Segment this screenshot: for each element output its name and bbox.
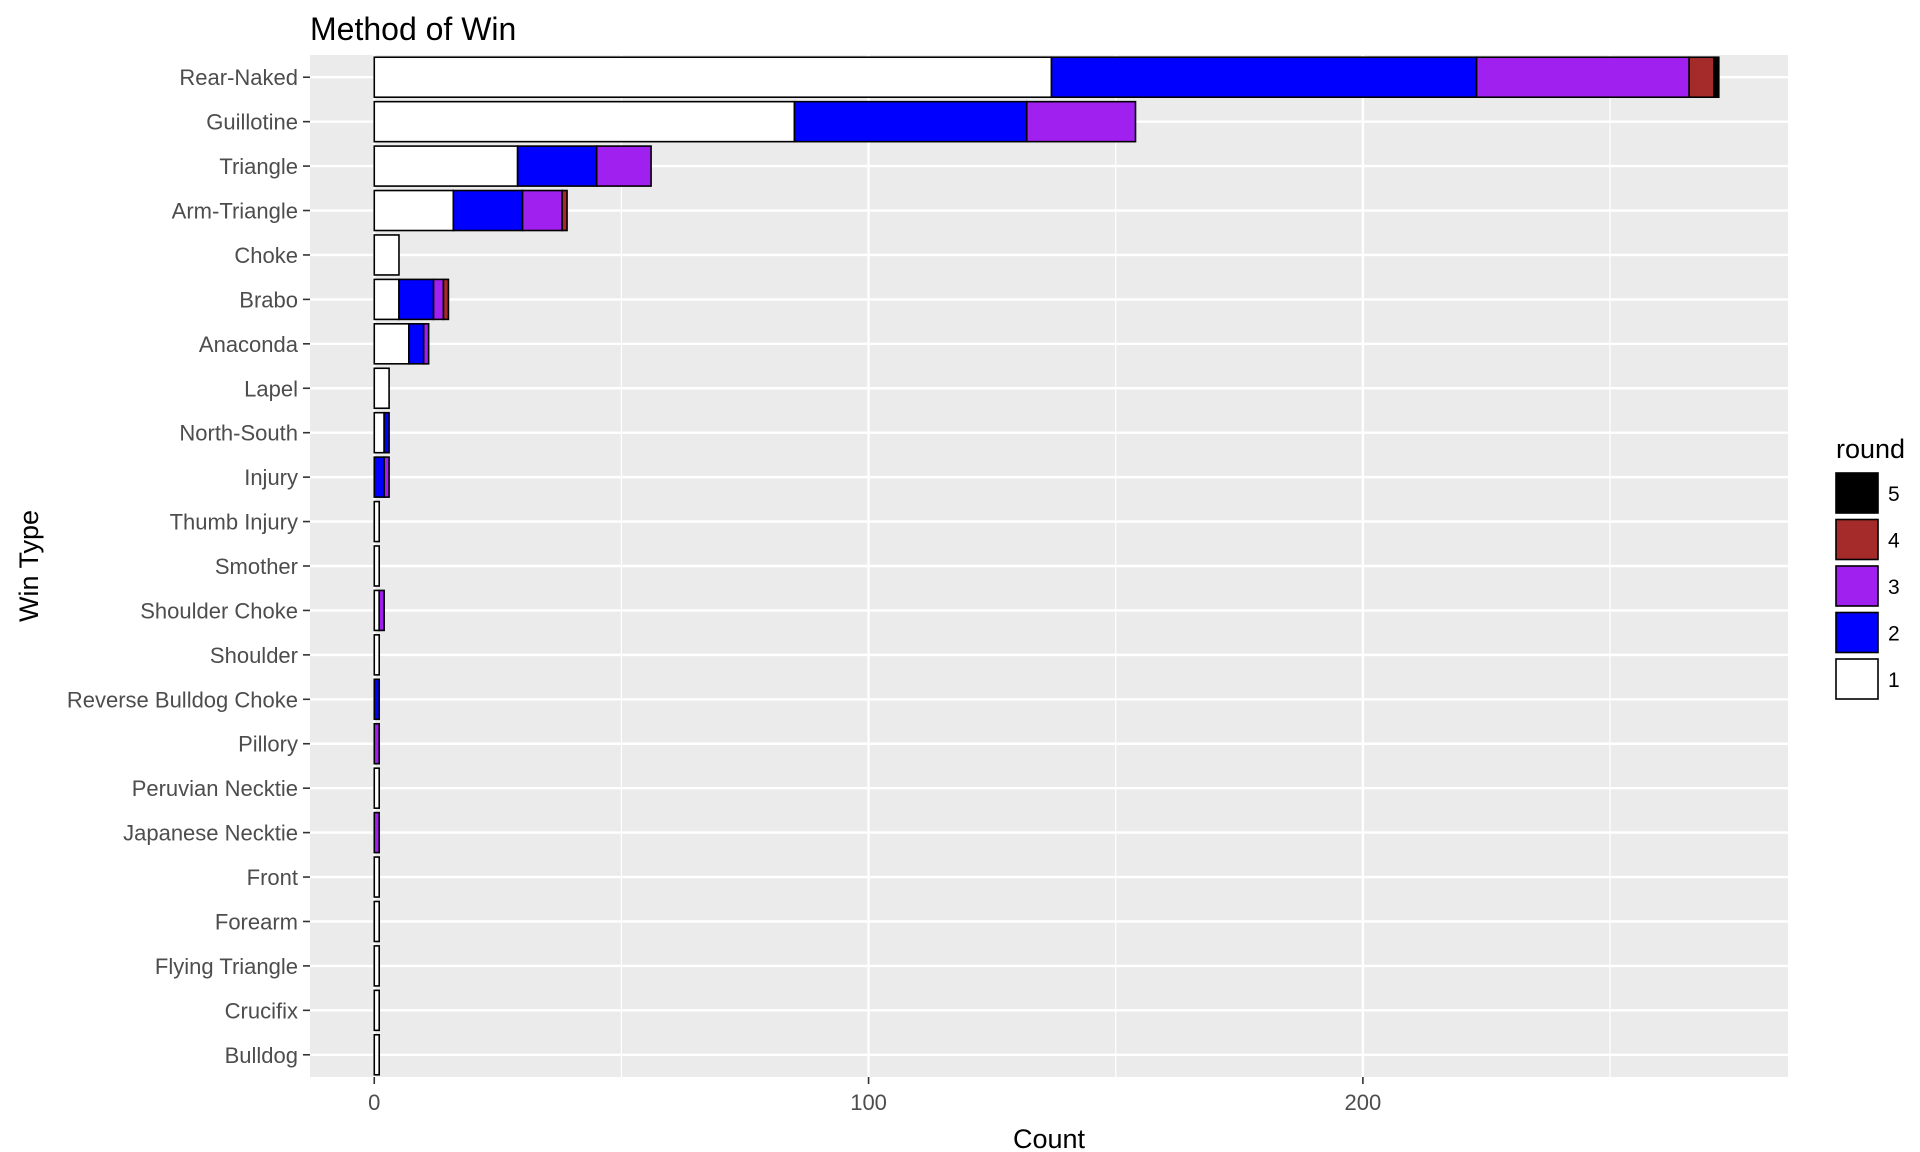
bar-segment bbox=[373, 634, 381, 676]
bar-segment bbox=[373, 1033, 381, 1076]
x-tick-label: 100 bbox=[850, 1090, 887, 1115]
legend-key-round-4 bbox=[1835, 518, 1879, 561]
bar-segment bbox=[1688, 56, 1715, 99]
legend-key-round-3 bbox=[1835, 565, 1879, 607]
y-tick-label: Forearm bbox=[215, 909, 298, 934]
bar-segment bbox=[408, 323, 425, 365]
y-tick-label: North-South bbox=[179, 421, 298, 446]
y-tick-label: Japanese Necktie bbox=[123, 821, 298, 846]
bar-segment bbox=[595, 145, 652, 187]
x-tick-label: 0 bbox=[368, 1090, 380, 1115]
bar-segment bbox=[452, 189, 524, 232]
legend-key-round-2 bbox=[1835, 611, 1879, 654]
bar-segment bbox=[373, 500, 381, 543]
bar-segment bbox=[373, 545, 381, 587]
bar-segment bbox=[373, 411, 385, 454]
bar-segment bbox=[373, 856, 381, 898]
y-tick-label: Bulldog bbox=[225, 1043, 298, 1068]
legend-key-round-5 bbox=[1835, 472, 1879, 514]
x-tick-label: 200 bbox=[1345, 1090, 1382, 1115]
y-tick-label: Smother bbox=[215, 554, 298, 579]
bar-segment bbox=[373, 900, 381, 943]
legend-label-round-2: 2 bbox=[1888, 623, 1900, 646]
y-tick-label: Anaconda bbox=[199, 332, 299, 357]
y-axis-title: Win Type bbox=[14, 510, 44, 622]
bar-segment bbox=[1713, 56, 1720, 99]
bar-segment bbox=[383, 411, 390, 454]
y-tick-label: Shoulder Choke bbox=[140, 598, 298, 623]
bar-segment bbox=[373, 100, 796, 143]
bar-segment bbox=[373, 989, 381, 1032]
bar-segment bbox=[1050, 56, 1478, 99]
y-tick-label: Arm-Triangle bbox=[172, 199, 298, 224]
bar-segment bbox=[561, 189, 568, 232]
bar-segment bbox=[432, 278, 445, 321]
y-tick-label: Choke bbox=[234, 243, 298, 268]
bar-segment bbox=[383, 456, 390, 498]
bar-segment bbox=[516, 145, 598, 187]
y-tick-label: Injury bbox=[244, 465, 298, 490]
bar-segment bbox=[1025, 100, 1137, 143]
bar-segment bbox=[373, 767, 381, 809]
y-tick-label: Flying Triangle bbox=[155, 954, 298, 979]
x-axis-title: Count bbox=[1013, 1124, 1086, 1152]
bar-segment bbox=[1475, 56, 1690, 99]
x-axis: 0 100 200 bbox=[368, 1077, 1381, 1115]
bar-segment bbox=[521, 189, 563, 232]
y-tick-label: Guillotine bbox=[206, 110, 298, 135]
y-axis: Rear-Naked Guillotine Triangle Arm-Triangle… bbox=[67, 65, 310, 1068]
legend-label-round-5: 5 bbox=[1888, 483, 1900, 506]
bar-segment bbox=[373, 56, 1053, 99]
legend-label-round-1: 1 bbox=[1888, 669, 1900, 692]
legend-key-round-1 bbox=[1835, 658, 1879, 700]
bar-segment bbox=[793, 100, 1028, 143]
bar-segment bbox=[373, 722, 381, 765]
bars bbox=[373, 56, 1720, 1076]
bar-segment bbox=[422, 323, 430, 365]
bar-segment bbox=[373, 145, 519, 187]
legend-label-round-4: 4 bbox=[1888, 530, 1900, 553]
bar-segment bbox=[398, 278, 435, 321]
bar-segment bbox=[373, 811, 381, 854]
y-tick-label: Lapel bbox=[244, 376, 298, 401]
legend-label-round-3: 3 bbox=[1888, 576, 1900, 599]
bar-segment bbox=[373, 234, 400, 276]
y-tick-label: Brabo bbox=[239, 287, 298, 312]
bar-segment bbox=[442, 278, 450, 321]
legend-title: round bbox=[1836, 434, 1905, 464]
y-tick-label: Front bbox=[247, 865, 298, 890]
chart-title: Method of Win bbox=[310, 11, 516, 47]
y-tick-label: Reverse Bulldog Choke bbox=[67, 687, 298, 712]
bar-segment bbox=[373, 367, 390, 410]
legend: round 5 4 3 2 1 bbox=[1835, 434, 1905, 700]
bar-segment bbox=[373, 278, 400, 321]
y-tick-label: Triangle bbox=[219, 154, 298, 179]
bar-segment bbox=[373, 323, 410, 365]
bar-segment bbox=[373, 945, 381, 987]
y-tick-label: Crucifix bbox=[225, 998, 298, 1023]
y-tick-label: Pillory bbox=[238, 732, 298, 757]
bar-segment bbox=[373, 456, 385, 498]
y-tick-label: Thumb Injury bbox=[170, 510, 298, 535]
bar-segment bbox=[378, 589, 385, 632]
bar-segment bbox=[373, 189, 455, 232]
y-tick-label: Shoulder bbox=[210, 643, 298, 668]
y-tick-label: Rear-Naked bbox=[179, 65, 298, 90]
y-tick-label: Peruvian Necktie bbox=[132, 776, 298, 801]
bar-segment bbox=[373, 678, 381, 721]
